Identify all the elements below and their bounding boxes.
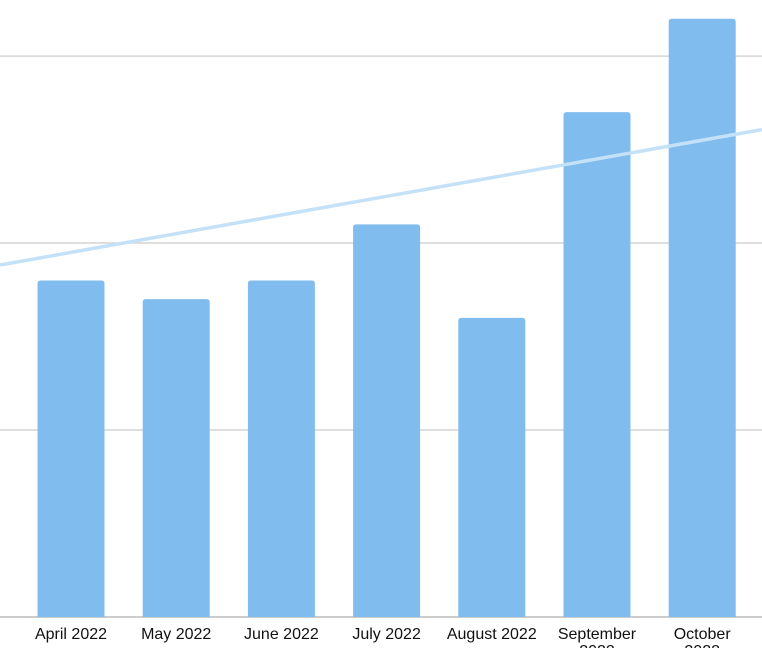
bar: [353, 224, 421, 617]
bar: [563, 112, 631, 617]
bar: [247, 280, 315, 617]
x-tick-label: June 2022: [244, 626, 319, 643]
x-tick-label: April 2022: [35, 626, 107, 643]
x-tick-label-line: September: [558, 626, 637, 643]
bar: [37, 280, 105, 617]
x-tick-label: October2022: [674, 626, 732, 648]
x-tick-label: May 2022: [141, 626, 211, 643]
x-tick-label: August 2022: [447, 626, 537, 643]
trend-line-extension: [701, 127, 762, 142]
trend-line: [70, 138, 703, 255]
bar: [668, 18, 736, 618]
bar: [458, 317, 526, 617]
x-tick-label-line: 2022: [684, 643, 720, 648]
trend-line-extension: [0, 250, 72, 267]
x-tick-label-line: 2022: [579, 643, 615, 648]
x-tick-label-line: October: [674, 626, 732, 643]
x-tick-label: July 2022: [352, 626, 421, 643]
bar: [142, 299, 210, 617]
x-tick-label: September2022: [558, 626, 637, 648]
